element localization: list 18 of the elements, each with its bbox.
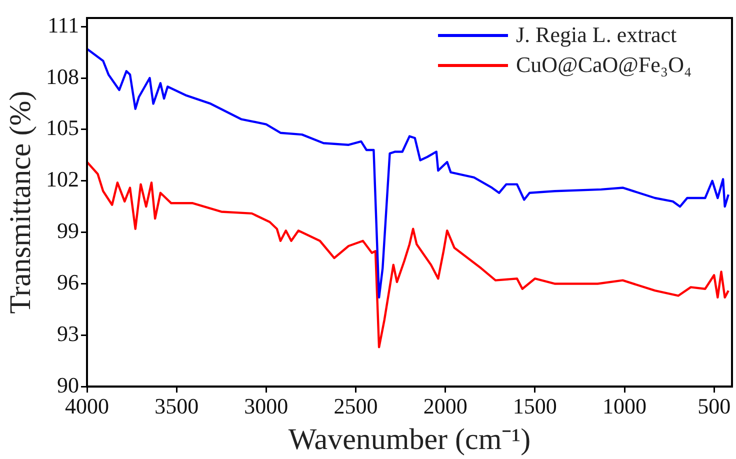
- x-tick-label: 3000: [244, 394, 288, 419]
- x-tick-label: 3500: [154, 394, 199, 419]
- legend-label: CuO@CaO@Fe₃O₄: [516, 51, 692, 79]
- y-axis-title: Transmittance (%): [4, 90, 37, 314]
- legend-label: J. Regia L. extract: [516, 21, 677, 49]
- y-tick-label: 99: [57, 218, 79, 244]
- y-tick-label: 93: [57, 320, 79, 346]
- x-tick-label: 2500: [334, 394, 378, 419]
- y-tick-label: 105: [46, 115, 79, 140]
- y-tick-label: 102: [46, 166, 79, 192]
- x-tick-label: 2000: [423, 394, 468, 419]
- x-tick-label: 1500: [512, 394, 557, 419]
- x-tick-label: 500: [698, 394, 731, 419]
- x-axis-title: Wavenumber (cm⁻¹): [288, 422, 531, 456]
- y-tick-label: 111: [48, 12, 79, 38]
- y-tick-label: 96: [57, 270, 79, 295]
- y-tick-label: 108: [46, 64, 79, 89]
- x-tick-label: 1000: [602, 394, 646, 419]
